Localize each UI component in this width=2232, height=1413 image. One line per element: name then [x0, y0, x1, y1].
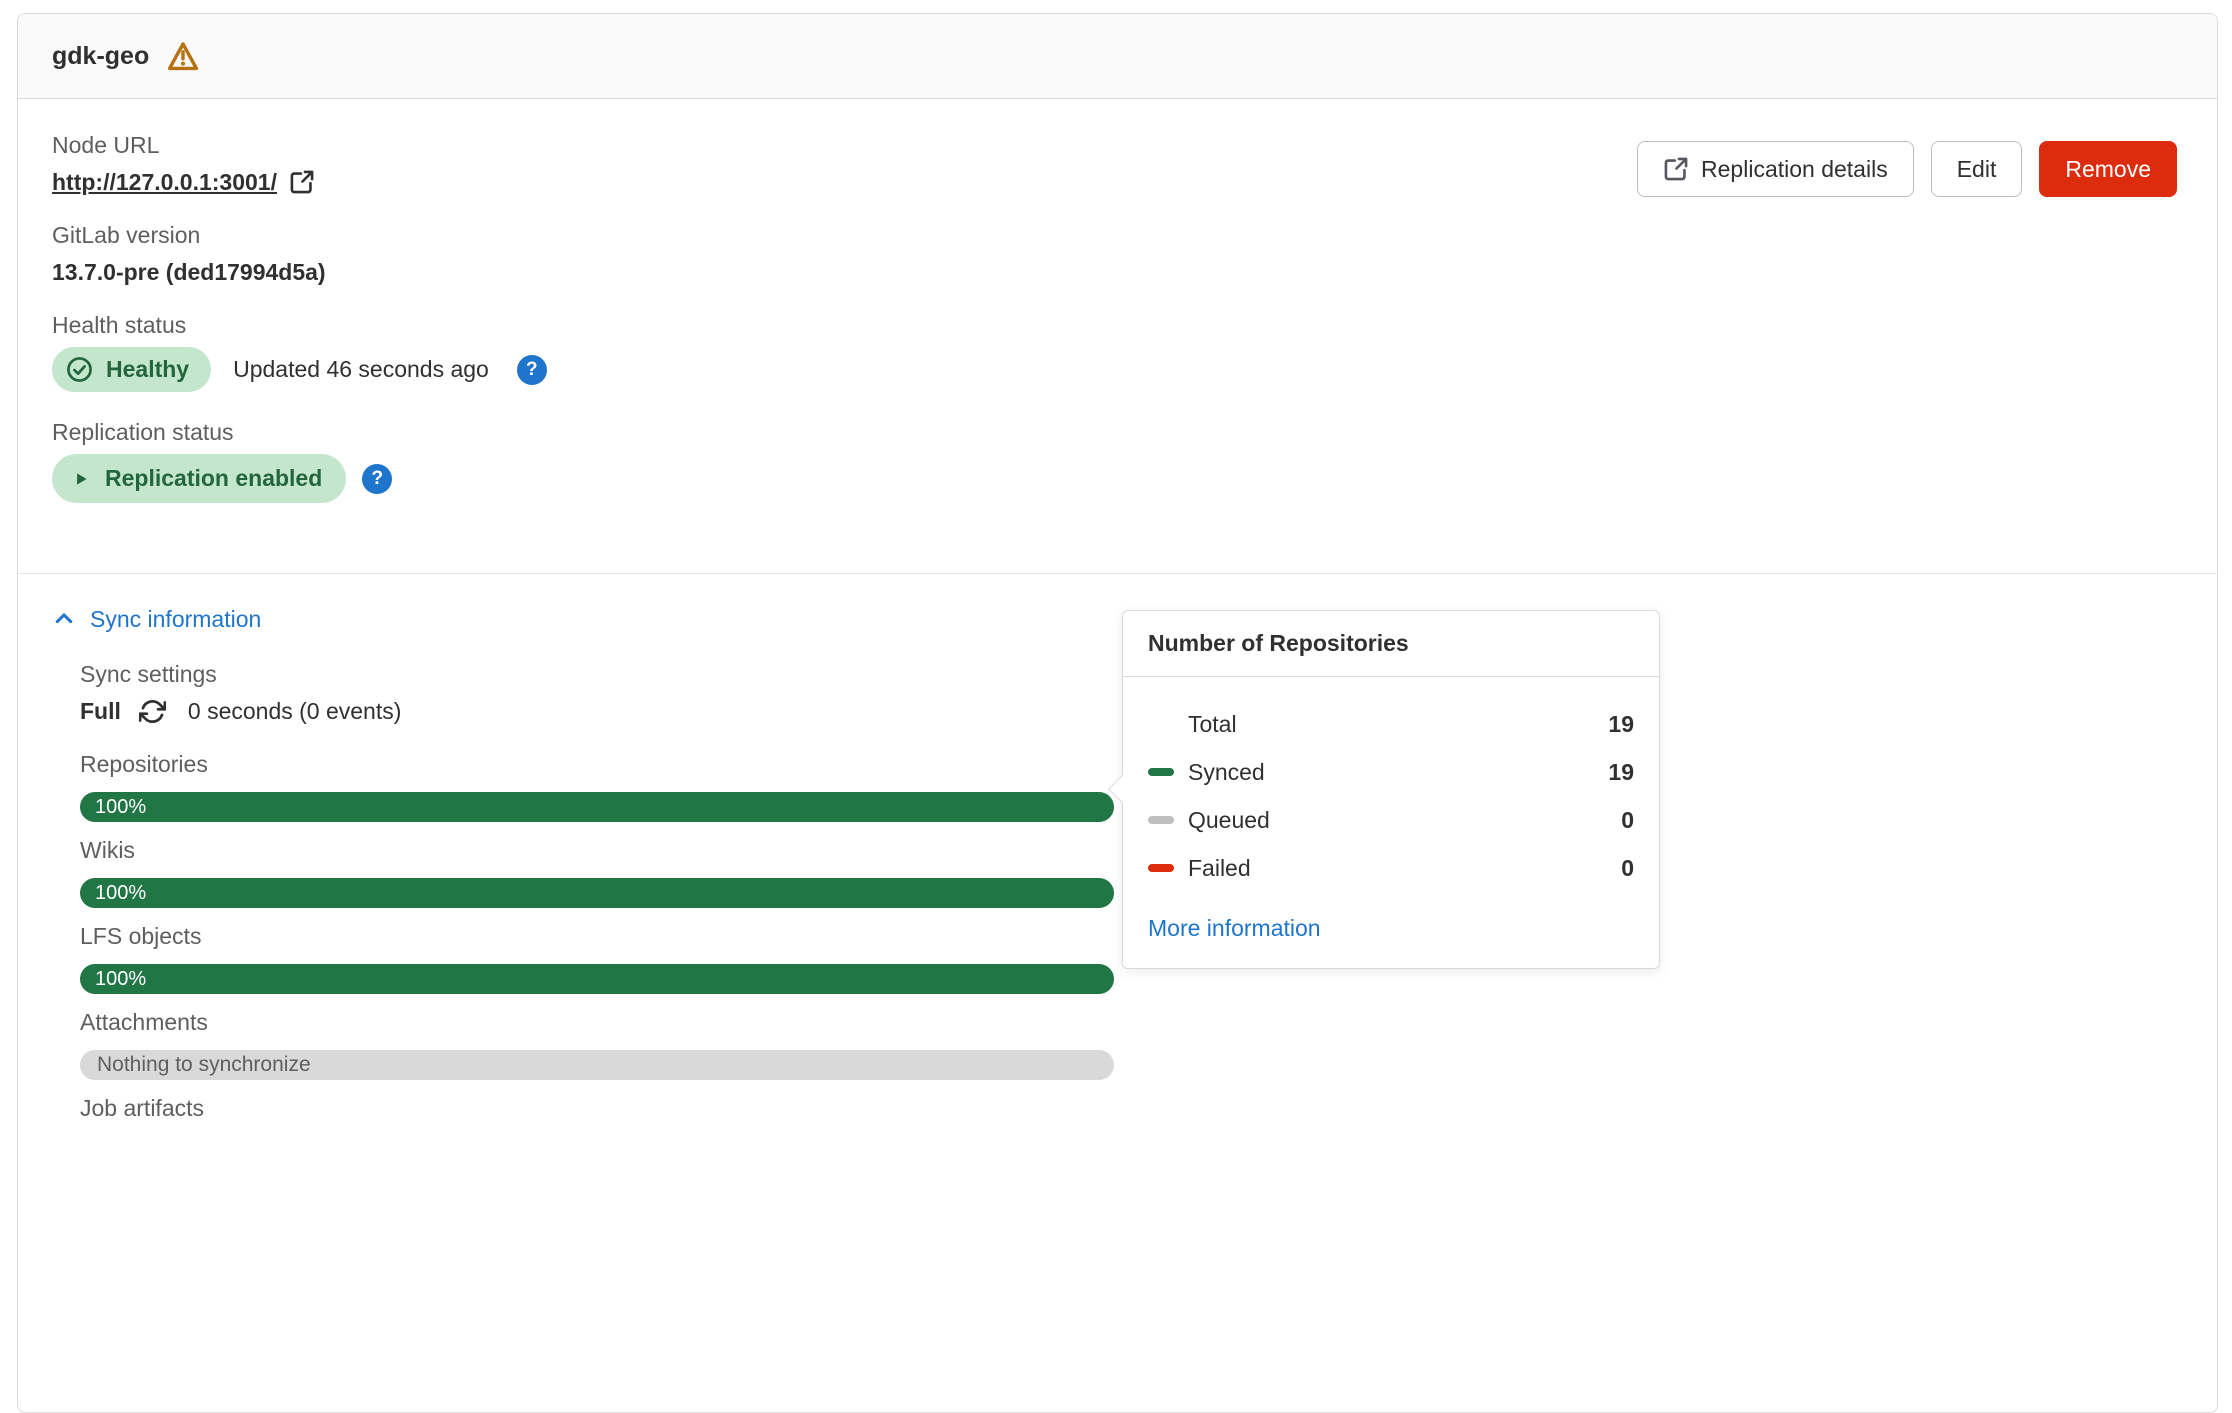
refresh-icon	[138, 699, 166, 723]
edit-label: Edit	[1956, 155, 1997, 182]
gitlab-version-value: 13.7.0-pre (ded17994d5a)	[52, 259, 326, 285]
gitlab-version-label: GitLab version	[52, 222, 201, 248]
node-url-row: http://127.0.0.1:3001/	[52, 167, 547, 197]
edit-button[interactable]: Edit	[1930, 141, 2023, 197]
remove-button[interactable]: Remove	[2039, 141, 2177, 197]
external-link-icon	[1664, 157, 1688, 181]
sync-item: LFS objects 100%	[80, 922, 1114, 994]
popover-row-label: Queued	[1188, 806, 1270, 833]
popover-row-label: Synced	[1188, 758, 1265, 785]
remove-label: Remove	[2065, 155, 2151, 182]
popover-row-value: 0	[1621, 806, 1634, 833]
card-body: Node URL http://127.0.0.1:3001/ GitLab v…	[18, 99, 2217, 1122]
sync-progress-bar: Nothing to synchronize	[80, 1050, 1114, 1080]
top-row: Node URL http://127.0.0.1:3001/ GitLab v…	[52, 131, 2177, 529]
health-status-row: Healthy Updated 46 seconds ago	[52, 347, 547, 392]
external-link-icon[interactable]	[289, 169, 315, 195]
sync-item-label: Job artifacts	[80, 1095, 204, 1121]
replication-status-label: Replication status	[52, 419, 234, 445]
sync-item-label: Wikis	[80, 837, 135, 863]
health-help-question-icon[interactable]	[516, 354, 547, 385]
popover-title: Number of Repositories	[1123, 611, 1659, 677]
node-info: Node URL http://127.0.0.1:3001/ GitLab v…	[52, 131, 547, 529]
popover-row-label: Total	[1188, 710, 1237, 737]
sync-content: Sync settings Full 0 seconds (0 events) …	[80, 634, 1114, 1122]
node-url-label: Node URL	[52, 132, 160, 158]
health-status-label: Health status	[52, 312, 187, 338]
sync-settings-label: Sync settings	[80, 661, 217, 687]
sync-settings-value: Full	[80, 698, 121, 724]
warning-triangle-icon	[168, 42, 199, 71]
play-icon	[77, 472, 87, 485]
replication-details-button[interactable]: Replication details	[1637, 141, 1914, 197]
geo-node-page: gdk-geo Node URL http://127.0.0.1:3001/	[0, 0, 2232, 1088]
legend-dash	[1148, 816, 1174, 824]
sync-items: Repositories 100% Wikis 100%	[80, 750, 1114, 1122]
popover-row: Synced 19	[1148, 757, 1634, 787]
sync-progress-bar: 100%	[80, 792, 1114, 822]
popover-row: Total 19	[1148, 709, 1634, 739]
replication-help-question-icon[interactable]	[362, 463, 393, 494]
popover-row: Failed 0	[1148, 853, 1634, 883]
legend-dash	[1148, 864, 1174, 872]
popover-row-value: 19	[1608, 710, 1634, 737]
sync-information-label: Sync information	[90, 606, 262, 632]
popover-row-label: Failed	[1188, 854, 1251, 881]
health-status-text: Healthy	[106, 356, 190, 382]
check-circle-icon	[67, 357, 92, 382]
sync-progress-text: 100%	[95, 881, 147, 904]
sync-item-label: Attachments	[80, 1009, 208, 1035]
sync-progress-text: 100%	[95, 795, 147, 818]
popover-row-value: 19	[1608, 758, 1634, 785]
card-header: gdk-geo	[18, 14, 2217, 99]
more-information-link[interactable]: More information	[1148, 915, 1321, 941]
sync-progress-text: Nothing to synchronize	[97, 1053, 311, 1076]
node-actions: Replication details Edit Remove	[1637, 141, 2177, 197]
health-updated-text: Updated 46 seconds ago	[233, 356, 489, 382]
popover-rows: Total 19 Synced 19 Queued 0	[1148, 709, 1634, 883]
sync-settings-row: Full 0 seconds (0 events)	[80, 696, 1114, 726]
legend-dash	[1148, 768, 1174, 776]
sync-item-label: Repositories	[80, 751, 208, 777]
sync-item: Repositories 100%	[80, 750, 1114, 822]
section-divider	[18, 573, 2217, 574]
geo-node-card: gdk-geo Node URL http://127.0.0.1:3001/	[17, 13, 2218, 1413]
sync-progress-bar: 100%	[80, 964, 1114, 994]
sync-item: Attachments Nothing to synchronize	[80, 1008, 1114, 1080]
sync-information-toggle[interactable]: Sync information	[52, 574, 261, 634]
sync-progress-bar: 100%	[80, 878, 1114, 908]
health-status-badge: Healthy	[52, 347, 212, 392]
sync-progress-text: 100%	[95, 967, 147, 990]
sync-item: Job artifacts	[80, 1094, 1114, 1122]
chevron-up-icon	[55, 613, 73, 624]
popover-row: Queued 0	[1148, 805, 1634, 835]
replication-details-label: Replication details	[1701, 155, 1888, 182]
sync-settings-timing: 0 seconds (0 events)	[187, 698, 402, 724]
node-title: gdk-geo	[52, 42, 150, 70]
popover-row-value: 0	[1621, 854, 1634, 881]
replication-status-row: Replication enabled	[52, 454, 547, 503]
popover-body: Total 19 Synced 19 Queued 0	[1123, 677, 1659, 968]
replication-status-badge: Replication enabled	[52, 454, 347, 503]
sync-item: Wikis 100%	[80, 836, 1114, 908]
sync-item-label: LFS objects	[80, 923, 202, 949]
repositories-popover: Number of Repositories Total 19 Synced 1…	[1107, 610, 1660, 969]
legend-dash	[1148, 720, 1174, 728]
replication-status-text: Replication enabled	[105, 465, 323, 491]
node-url-link[interactable]: http://127.0.0.1:3001/	[52, 169, 277, 195]
